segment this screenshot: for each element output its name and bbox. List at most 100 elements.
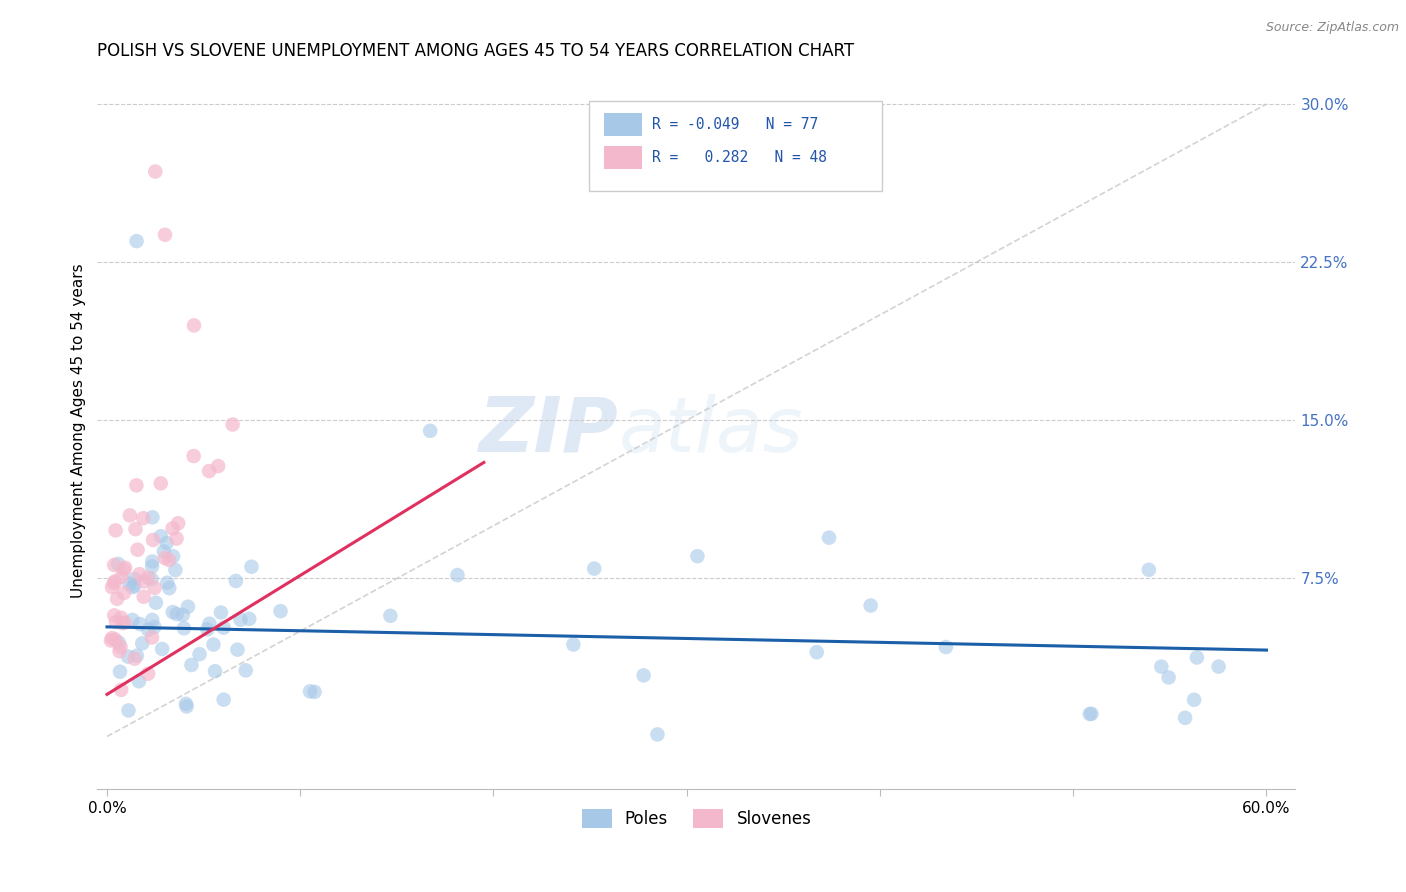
FancyBboxPatch shape [589,101,882,191]
Point [145,596,167,610]
Point [419,424,441,438]
Point [149,529,172,543]
Point [157,581,180,595]
Point [446,568,468,582]
Point [212,692,235,706]
Point [112,563,135,577]
Text: POLISH VS SLOVENE UNEMPLOYMENT AMONG AGES 45 TO 54 YEARS CORRELATION CHART: POLISH VS SLOVENE UNEMPLOYMENT AMONG AGE… [97,42,855,60]
Point [142,533,165,547]
Point [238,612,260,626]
Point [162,605,184,619]
Point [380,608,402,623]
Point [1208,659,1230,673]
Point [1080,706,1102,721]
Point [153,551,176,566]
Point [180,658,202,673]
Point [141,631,163,645]
FancyBboxPatch shape [605,113,643,136]
Point [225,574,247,588]
Point [143,164,166,178]
Point [107,636,129,650]
Point [124,522,146,536]
Point [101,631,124,645]
Point [172,607,194,622]
Point [195,622,218,636]
Point [299,684,322,698]
Point [202,638,225,652]
Point [104,574,127,589]
Point [162,549,184,564]
Point [118,508,141,523]
Point [221,417,243,432]
Point [226,642,249,657]
Point [136,623,159,637]
Point [124,579,146,593]
Point [686,549,709,564]
Point [141,554,163,568]
Point [110,570,132,584]
Point [198,464,221,478]
Point [125,648,148,663]
Point [103,575,125,590]
Point [110,682,132,697]
Point [304,685,326,699]
Point [229,613,252,627]
Point [132,574,155,589]
Point [156,536,179,550]
Point [104,615,127,629]
Point [149,476,172,491]
Point [235,664,257,678]
Point [859,599,882,613]
Point [935,640,957,654]
Point [165,563,187,577]
Point [157,553,180,567]
Point [166,532,188,546]
Point [806,645,828,659]
Point [101,580,124,594]
Point [112,586,135,600]
Point [141,613,163,627]
Point [188,647,211,661]
Point [118,576,141,591]
Point [183,449,205,463]
Point [108,644,131,658]
Point [104,632,127,647]
Point [121,580,143,594]
Point [166,607,188,621]
Point [114,615,136,630]
Point [562,638,585,652]
Text: R = -0.049   N = 77: R = -0.049 N = 77 [652,117,818,132]
Point [110,640,132,654]
Point [136,570,159,584]
Point [107,557,129,571]
Point [183,318,205,333]
Point [128,567,150,582]
Point [143,620,166,634]
Legend: Poles, Slovenes: Poles, Slovenes [575,802,818,835]
Point [818,531,841,545]
Point [121,613,143,627]
Point [1157,670,1180,684]
Point [1078,706,1101,721]
Point [111,616,134,631]
Y-axis label: Unemployment Among Ages 45 to 54 years: Unemployment Among Ages 45 to 54 years [72,263,86,599]
Point [103,558,125,572]
Point [131,636,153,650]
Point [162,521,184,535]
Point [156,575,179,590]
FancyBboxPatch shape [605,146,643,169]
Point [176,699,198,714]
Point [128,674,150,689]
Point [114,560,136,574]
Point [136,666,159,681]
Point [209,606,232,620]
Point [143,581,166,595]
Point [207,459,229,474]
Point [117,703,139,717]
Point [177,599,200,614]
Text: atlas: atlas [619,394,803,467]
Point [270,604,292,618]
Point [125,478,148,492]
Point [108,665,131,679]
Point [132,590,155,604]
